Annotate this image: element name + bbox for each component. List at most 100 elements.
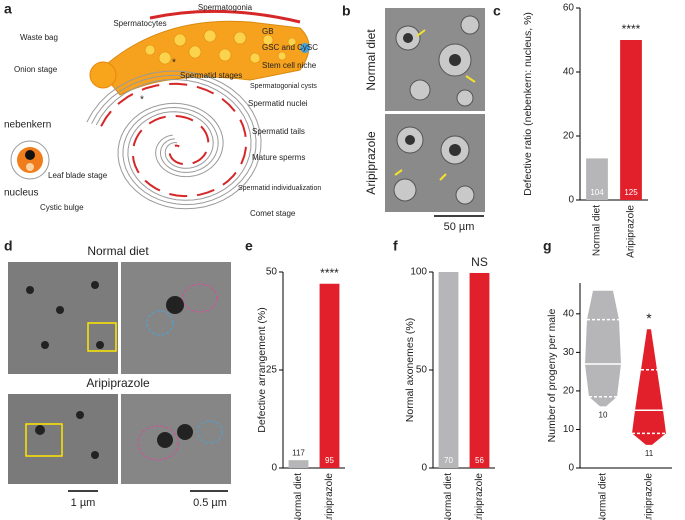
y-axis-label: Defective ratio (nebenkern: nucleus, %) [522,12,534,196]
outline [146,310,174,336]
y-axis-label: Normal axonemes (%) [404,318,416,422]
label: Spermatid nuclei [248,99,308,108]
spiral [86,70,262,210]
label: Comet stage [250,209,296,218]
x-tick-label: Aripiprazole [626,205,637,258]
significance: **** [622,22,641,36]
bar [438,272,459,468]
em-image [121,394,231,484]
x-tick-label: Normal diet [443,473,454,520]
x-tick-label: Aripiprazole [644,473,655,520]
em-image [8,394,118,484]
arrows [394,29,476,181]
y-tick-label: 50 [416,365,428,376]
n-label: 70 [444,456,453,465]
label: Waste bag [20,33,58,42]
nebenkern-dot [25,150,35,160]
em-image [8,262,118,374]
label: nebenkern [4,120,51,131]
spiral-wall [91,74,257,206]
vacuoles [403,33,461,156]
y-tick-label: 0 [568,195,574,206]
significance: * [646,310,652,326]
niche [300,43,310,53]
y-axis-label: Defective arrangement (%) [256,307,268,432]
label: Stem cell niche [262,61,317,70]
n-label: 104 [590,188,604,197]
x-tick-label: Aripiprazole [324,473,335,520]
label: Cystic bulge [40,203,84,212]
scale-label: 1 µm [71,497,96,509]
label: * [140,95,144,106]
panel-letter: a [4,1,12,17]
panel-letter: c [493,3,501,19]
panel-letter: f [393,238,398,254]
y-tick-label: 40 [563,67,575,78]
y-tick-label: 20 [563,386,575,397]
y-tick-label: 30 [563,347,575,358]
panel-letter: d [4,238,13,254]
y-tick-label: 20 [563,131,575,142]
significance: **** [320,266,339,280]
panel-b: b Normal diet Aripiprazole 50 µm [342,3,485,233]
nucleus-dot [26,163,34,171]
n-label: 56 [475,456,484,465]
waste-bag [89,61,117,89]
outline [197,420,223,444]
scale-label: 50 µm [444,221,475,233]
label: Spermatid tails [252,127,305,136]
y-tick-label: 25 [266,365,278,376]
scale-label: 0.5 µm [193,497,227,509]
spiral-wall [95,78,252,201]
label: nucleus [4,188,38,199]
n-label: 117 [292,448,305,457]
spiral-flow [100,82,248,198]
label: Spermatogonial cysts [250,83,317,90]
violin-body [585,290,621,407]
label: * [172,58,176,69]
x-tick-label: Aripiprazole [474,473,485,520]
bar [288,460,309,468]
row-label: Aripiprazole [86,376,150,390]
panel-d: d Normal diet Aripiprazole 1 µm 0.5 µm [4,238,231,509]
label: Mature sperms [252,153,305,162]
y-tick-label: 60 [563,3,575,14]
zoom-box [25,423,63,457]
charts: c Defective ratio (nebenkern: nucleus, %)… [245,3,672,520]
violin-body [632,329,666,445]
y-tick-label: 100 [410,267,427,278]
panel-a: a Waste bag Onion stage nebenkern nucleu… [4,1,321,218]
arrow-band [149,9,301,24]
label: Spermatocytes [113,19,166,28]
n-label: 95 [325,456,334,465]
label: GB [262,27,274,36]
y-tick-label: 0 [271,463,277,474]
row-label: Aripiprazole [364,131,378,195]
bar [586,158,608,200]
y-tick-label: 50 [266,267,278,278]
n-label: 10 [599,410,608,419]
row-label: Normal diet [87,244,149,258]
y-tick-label: 40 [563,308,575,319]
significance: NS [471,255,488,269]
label: Onion stage [14,65,58,74]
zoom-box [87,322,117,352]
n-label: 11 [645,449,654,458]
outline [137,425,179,461]
x-tick-label: Normal diet [592,205,603,256]
label: Spermatid stages [180,71,242,80]
bar [469,272,490,468]
n-label: 125 [624,188,638,197]
label: Leaf blade stage [48,171,108,180]
y-tick-label: 0 [421,463,427,474]
y-tick-label: 0 [568,463,574,474]
mitochondria [26,281,193,459]
label: Spermatid individualization [238,185,321,192]
panel-letter: g [543,238,552,254]
bar [319,283,340,468]
y-axis-label: Number of progeny per male [546,309,558,443]
label: GSC and CySC [262,43,318,52]
x-tick-label: Normal diet [598,473,609,520]
row-label: Normal diet [364,29,378,91]
